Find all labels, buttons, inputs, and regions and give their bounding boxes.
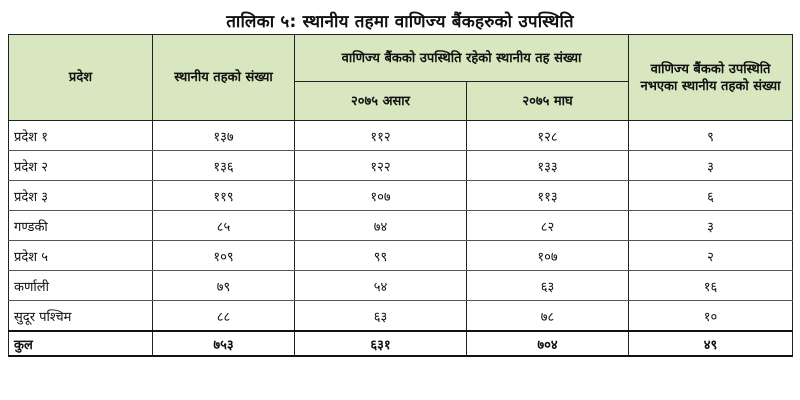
cell-local-levels: ७९ (152, 270, 295, 301)
header-presence-group: वाणिज्य बैंकको उपस्थिति रहेको स्थानीय तह… (293, 34, 630, 82)
table-row: कर्णाली ७९ ५४ ६३ १६ (8, 270, 794, 301)
bank-presence-table: प्रदेश स्थानीय तहको संख्या वाणिज्य बैंकक… (8, 34, 794, 357)
cell-ashar: ११२ (294, 120, 467, 151)
total-label: कुल (8, 330, 153, 357)
cell-local-levels: १३७ (152, 120, 295, 151)
cell-absent: ३ (628, 150, 794, 181)
total-row: कुल ७५३ ६३१ ७०४ ४९ (8, 330, 794, 357)
cell-ashar: १०७ (294, 180, 467, 211)
cell-province: प्रदेश ५ (8, 240, 153, 271)
cell-absent: २ (628, 240, 794, 271)
cell-magh: ६३ (465, 270, 630, 301)
table-row: प्रदेश ३ ११९ १०७ ११३ ६ (8, 180, 794, 211)
cell-magh: १३३ (465, 150, 630, 181)
header-absent: वाणिज्य बैंकको उपस्थिति नभएका स्थानीय तह… (628, 34, 794, 121)
table-title: तालिका ५: स्थानीय तहमा वाणिज्य बैंकहरुको… (226, 12, 574, 32)
table-row: प्रदेश ५ १०९ ९९ १०७ २ (8, 240, 794, 271)
cell-province: कर्णाली (8, 270, 153, 301)
cell-magh: ८२ (465, 210, 630, 241)
cell-magh: ११३ (465, 180, 630, 211)
table-row: प्रदेश २ १३६ १२२ १३३ ३ (8, 150, 794, 181)
cell-absent: ९ (628, 120, 794, 151)
cell-ashar: ६३ (294, 300, 467, 332)
header-local-levels: स्थानीय तहको संख्या (152, 34, 295, 121)
cell-local-levels: १३६ (152, 150, 295, 181)
total-magh: ७०४ (465, 330, 630, 357)
cell-magh: ७८ (465, 300, 630, 332)
cell-absent: १६ (628, 270, 794, 301)
total-ashar: ६३१ (294, 330, 467, 357)
cell-absent: १० (628, 300, 794, 332)
cell-local-levels: १०९ (152, 240, 295, 271)
cell-ashar: ७४ (294, 210, 467, 241)
header-magh: २०७५ माघ (465, 81, 630, 121)
cell-local-levels: ८८ (152, 300, 295, 332)
cell-province: सुदूर पश्चिम (8, 300, 153, 332)
cell-magh: १२८ (465, 120, 630, 151)
cell-local-levels: ११९ (152, 180, 295, 211)
cell-ashar: ५४ (294, 270, 467, 301)
cell-absent: ३ (628, 210, 794, 241)
table-row: प्रदेश १ १३७ ११२ १२८ ९ (8, 120, 794, 151)
cell-ashar: १२२ (294, 150, 467, 181)
header-province: प्रदेश (8, 34, 153, 121)
cell-ashar: ९९ (294, 240, 467, 271)
cell-province: प्रदेश ३ (8, 180, 153, 211)
total-levels: ७५३ (152, 330, 295, 357)
total-absent: ४९ (628, 330, 794, 357)
cell-local-levels: ८५ (152, 210, 295, 241)
cell-absent: ६ (628, 180, 794, 211)
table-row: गण्डकी ८५ ७४ ८२ ३ (8, 210, 794, 241)
cell-magh: १०७ (465, 240, 630, 271)
cell-province: प्रदेश २ (8, 150, 153, 181)
header-ashar: २०७५ असार (294, 81, 467, 121)
cell-province: प्रदेश १ (8, 120, 153, 151)
table-row: सुदूर पश्चिम ८८ ६३ ७८ १० (8, 300, 794, 332)
cell-province: गण्डकी (8, 210, 153, 241)
